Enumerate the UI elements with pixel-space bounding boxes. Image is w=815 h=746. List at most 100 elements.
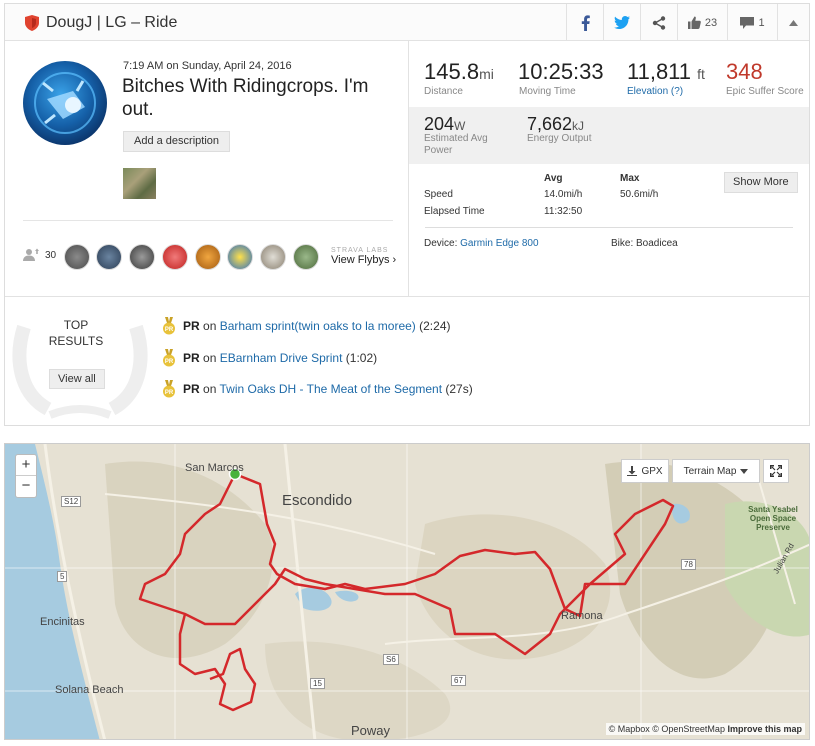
activity-panel: DougJ | LG – Ride 23 1 7:19 AM o xyxy=(4,3,810,426)
add-description-button[interactable]: Add a description xyxy=(123,131,230,152)
kudoer-avatar[interactable] xyxy=(129,244,155,270)
map-label-escondido: Escondido xyxy=(282,492,353,509)
strava-labs-label: STRAVA LABS xyxy=(331,247,389,254)
avatar[interactable] xyxy=(23,61,107,145)
road-shield-5: 5 xyxy=(57,571,68,582)
thumbs-up-icon xyxy=(687,16,701,29)
kudos-total: 30 xyxy=(45,249,57,261)
road-shield-15: 15 xyxy=(310,678,325,689)
laurel-wreath-icon xyxy=(12,324,148,419)
map-type-dropdown[interactable]: Terrain Map xyxy=(672,459,760,483)
ride-route xyxy=(138,467,675,712)
view-flybys-link[interactable]: View Flybys › xyxy=(331,254,397,266)
expand-icon xyxy=(770,465,782,477)
suffer-score-label: Epic Suffer Score xyxy=(726,86,804,97)
gpx-download-button[interactable]: GPX xyxy=(621,459,669,483)
kudos-count: 23 xyxy=(704,16,718,29)
road-shield-67: 67 xyxy=(451,675,466,686)
kudoer-avatar[interactable] xyxy=(227,244,253,270)
chevron-up-icon xyxy=(789,19,798,26)
activity-header: DougJ | LG – Ride 23 1 xyxy=(5,4,809,41)
energy-value: 7,662kJ xyxy=(527,114,585,134)
elapsed-value: 11:32:50 xyxy=(544,206,583,217)
map-label-san-marcos: San Marcos xyxy=(185,462,244,474)
zoom-out-button[interactable]: − xyxy=(21,477,31,494)
map-label-ramona: Ramona xyxy=(561,610,603,622)
route-map[interactable]: San Marcos Escondido Encinitas Solana Be… xyxy=(4,443,810,740)
flyby-link[interactable]: STRAVA LABS View Flybys › xyxy=(331,247,396,266)
column-divider xyxy=(408,41,409,297)
collapse-button[interactable] xyxy=(777,4,809,41)
kudoer-avatar[interactable] xyxy=(260,244,286,270)
stats-divider xyxy=(425,227,793,228)
speed-avg: 14.0mi/h xyxy=(544,189,583,200)
pr-result-row: PR PR on Twin Oaks DH - The Meat of the … xyxy=(161,380,473,398)
suffer-score-value[interactable]: 348 xyxy=(726,59,763,84)
power-label: Estimated Avg Power xyxy=(424,133,488,156)
view-all-button[interactable]: View all xyxy=(49,369,105,389)
map-label-encinitas: Encinitas xyxy=(40,616,85,628)
elevation-value: 11,811 ft xyxy=(627,59,705,84)
segment-link[interactable]: Twin Oaks DH - The Meat of the Segment xyxy=(219,382,443,396)
kudoer-avatar[interactable] xyxy=(96,244,122,270)
show-more-button[interactable]: Show More xyxy=(724,172,798,193)
comment-count: 1 xyxy=(758,16,765,29)
zoom-in-button[interactable]: + xyxy=(16,455,36,476)
road-shield-s12: S12 xyxy=(61,496,82,507)
kudos-button[interactable]: 23 xyxy=(677,4,727,41)
fullscreen-button[interactable] xyxy=(763,459,789,483)
road-shield-78: 78 xyxy=(681,559,696,570)
elevation-help-link[interactable]: Elevation (?) xyxy=(627,86,684,97)
twitter-share-button[interactable] xyxy=(603,4,640,41)
power-section xyxy=(409,107,809,164)
distance-value: 145.8mi xyxy=(424,59,494,84)
kudos-summary[interactable]: 30 xyxy=(23,248,56,262)
pr-medal-icon: PR xyxy=(163,380,175,398)
elapsed-label: Elapsed Time xyxy=(424,206,485,217)
speed-label: Speed xyxy=(424,189,453,200)
kudoer-avatar[interactable] xyxy=(64,244,90,270)
device-link[interactable]: Garmin Edge 800 xyxy=(460,238,539,249)
map-label-santa-ysabel: Santa Ysabel Open Space Preserve xyxy=(748,505,798,532)
activity-title: Bitches With Ridingcrops. I'm out. xyxy=(122,76,369,120)
avg-header: Avg xyxy=(544,173,563,184)
moving-time-value: 10:25:33 xyxy=(518,59,604,84)
map-terrain xyxy=(5,444,809,739)
facebook-share-button[interactable] xyxy=(566,4,603,41)
section-divider xyxy=(5,296,809,297)
max-header: Max xyxy=(620,173,640,184)
svg-text:PR: PR xyxy=(165,390,174,396)
route-start-marker xyxy=(228,467,242,481)
facebook-icon xyxy=(581,14,590,31)
kudoer-avatar[interactable] xyxy=(293,244,319,270)
comment-button[interactable]: 1 xyxy=(727,4,777,41)
download-icon xyxy=(627,466,638,476)
segment-link[interactable]: EBarnham Drive Sprint xyxy=(219,351,343,365)
pr-result-row: PR PR on EBarnham Drive Sprint (1:02) xyxy=(161,349,377,367)
kudoer-avatar[interactable] xyxy=(195,244,221,270)
caret-down-icon xyxy=(740,468,749,474)
segment-link[interactable]: Barham sprint(twin oaks to la moree) xyxy=(219,319,416,333)
kudoer-avatar[interactable] xyxy=(162,244,188,270)
power-value: 204W xyxy=(424,114,466,134)
top-results-heading: TOP RESULTS xyxy=(48,318,104,348)
bike-info: Bike: Boadicea xyxy=(611,238,678,249)
map-label-poway: Poway xyxy=(351,723,391,738)
share-button[interactable] xyxy=(640,4,677,41)
comment-icon xyxy=(740,16,755,29)
page-title: DougJ | LG – Ride xyxy=(46,14,178,31)
divider xyxy=(23,220,393,221)
improve-map-link[interactable]: Improve this map xyxy=(727,724,802,734)
avatar-graphic xyxy=(34,72,96,134)
activity-time: 7:19 AM on Sunday, April 24, 2016 xyxy=(123,60,292,72)
share-icon xyxy=(652,15,666,30)
speed-max: 50.6mi/h xyxy=(620,189,659,200)
svg-text:PR: PR xyxy=(165,327,174,333)
device-info: Device: Garmin Edge 800 xyxy=(424,238,539,249)
svg-text:PR: PR xyxy=(165,359,174,365)
zoom-control: + − xyxy=(15,454,37,498)
shield-icon xyxy=(25,15,39,31)
map-attribution: © Mapbox © OpenStreetMap Improve this ma… xyxy=(605,723,805,735)
photo-thumbnail[interactable] xyxy=(123,168,156,199)
twitter-icon xyxy=(614,16,630,29)
